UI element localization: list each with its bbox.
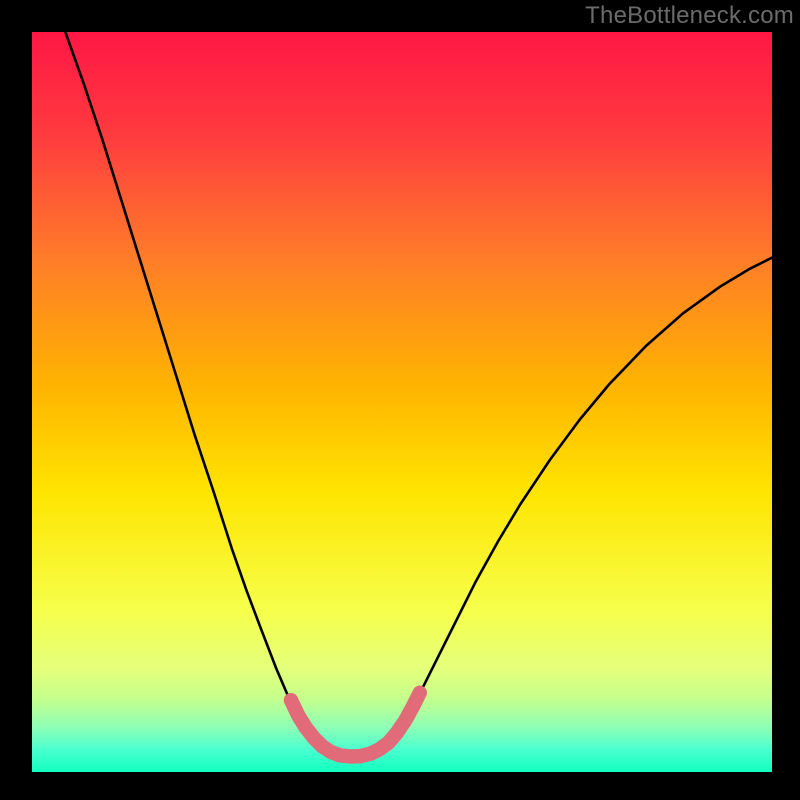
chart-svg-layer (32, 32, 772, 772)
watermark-text: TheBottleneck.com (585, 2, 794, 30)
bottleneck-curve-highlight (291, 693, 420, 757)
chart-stage: TheBottleneck.com (0, 0, 800, 800)
plot-area (32, 32, 772, 772)
bottleneck-curve-full (65, 32, 772, 756)
